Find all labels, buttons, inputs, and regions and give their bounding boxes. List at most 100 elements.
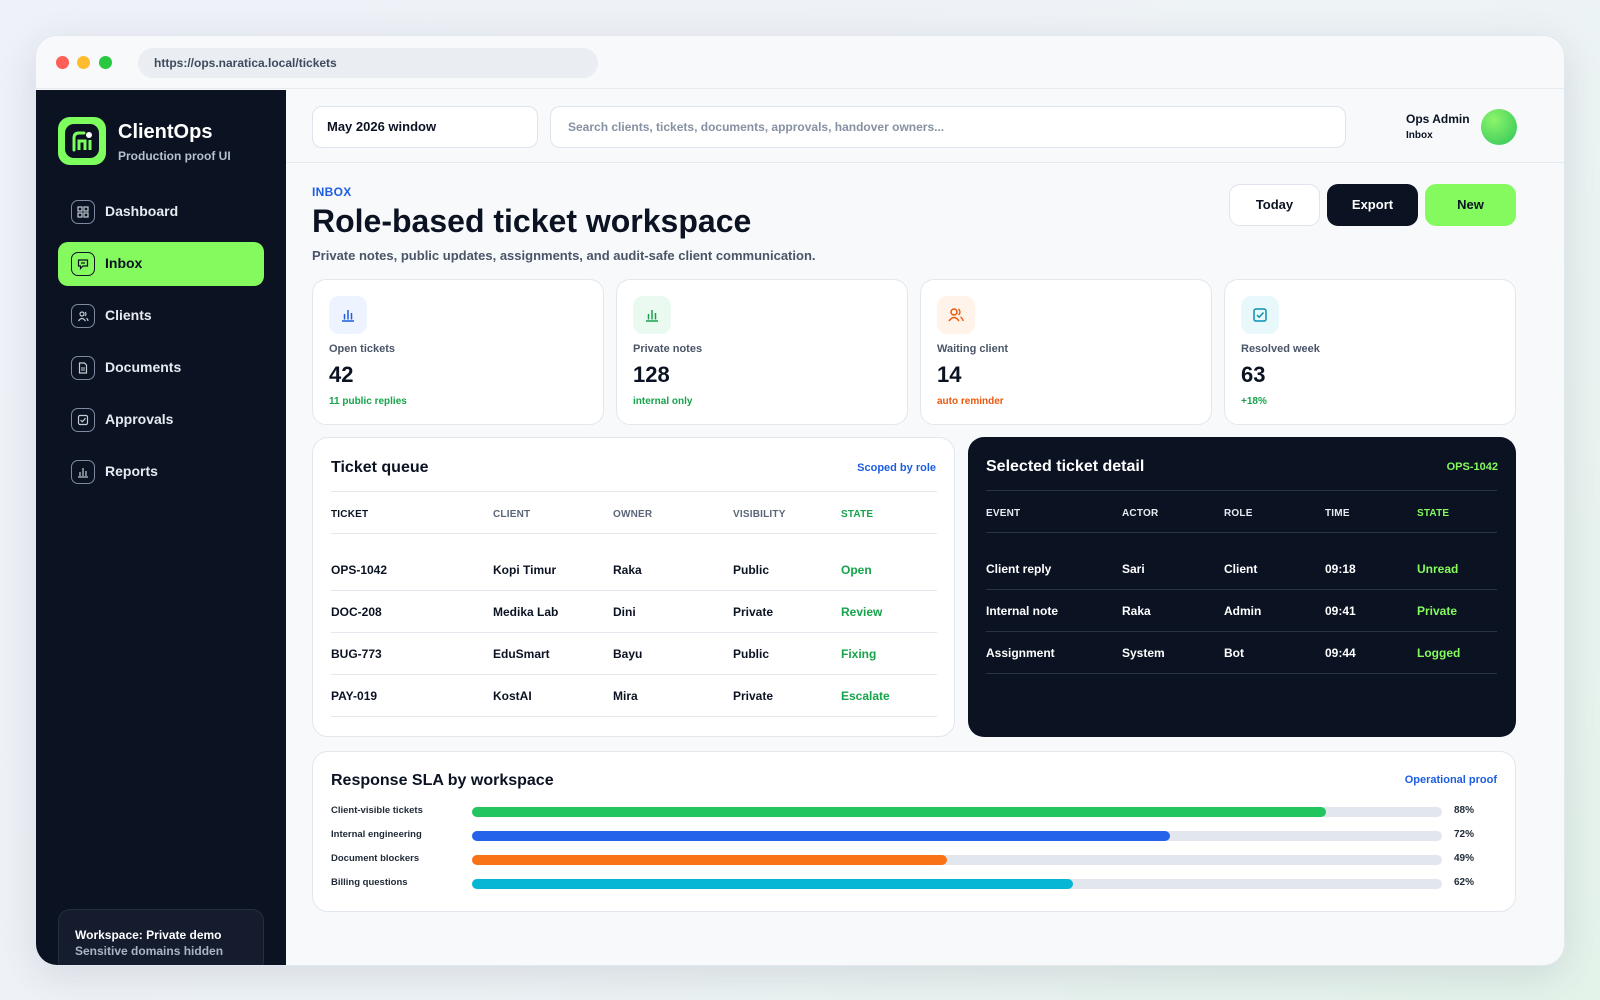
sla-progress-fill (472, 879, 1074, 889)
stat-label: Resolved week (1241, 343, 1320, 355)
sidebar-item-label: Dashboard (105, 203, 179, 219)
event-state: Logged (1417, 646, 1461, 660)
column-header[interactable]: OWNER (613, 509, 653, 520)
sla-row: Client-visible tickets 88% (331, 802, 1501, 822)
sidebar-item-label: Documents (105, 359, 182, 375)
panel-title: Selected ticket detail (986, 458, 1145, 475)
sidebar-item-label: Approvals (105, 411, 174, 427)
table-row[interactable]: DOC-208 Medika Lab Dini Private Review (331, 591, 937, 633)
document-icon (71, 356, 95, 380)
date-window-select[interactable]: May 2026 window (312, 106, 538, 148)
sidebar-item-reports[interactable]: Reports (58, 450, 264, 494)
bar-chart-icon (71, 460, 95, 484)
avatar[interactable] (1481, 109, 1517, 145)
brand-subtitle: Production proof UI (118, 149, 231, 163)
search-input[interactable] (550, 106, 1346, 148)
bar-chart-icon (329, 296, 367, 334)
bar-chart-icon (633, 296, 671, 334)
sla-progress-track (472, 807, 1442, 817)
operational-proof-link[interactable]: Operational proof (1404, 774, 1497, 786)
sidebar: ClientOps Production proof UI Dashboard … (36, 90, 286, 965)
dashboard-icon (71, 200, 95, 224)
table-row[interactable]: Client reply Sari Client 09:18 Unread (986, 548, 1497, 590)
column-header[interactable]: ACTOR (1122, 508, 1159, 519)
event-role: Admin (1224, 604, 1262, 618)
stat-note: +18% (1241, 396, 1267, 407)
stat-note: 11 public replies (329, 396, 407, 407)
sla-progress-track (472, 831, 1442, 841)
sla-row: Document blockers 49% (331, 850, 1501, 870)
sla-row: Internal engineering 72% (331, 826, 1501, 846)
sla-progress-track (472, 879, 1442, 889)
sidebar-item-label: Clients (105, 307, 152, 323)
sidebar-item-approvals[interactable]: Approvals (58, 398, 264, 442)
event-actor: System (1122, 646, 1165, 660)
close-window-button[interactable] (56, 56, 69, 69)
event-time: 09:41 (1325, 604, 1356, 618)
column-header[interactable]: VISIBILITY (733, 509, 786, 520)
event-state: Private (1417, 604, 1458, 618)
column-header[interactable]: ROLE (1224, 508, 1253, 519)
sidebar-item-inbox[interactable]: Inbox (58, 242, 264, 286)
page-subtitle: Private notes, public updates, assignmen… (312, 248, 816, 263)
column-header[interactable]: EVENT (986, 508, 1021, 519)
stat-note: internal only (633, 396, 693, 407)
browser-window: https://ops.naratica.local/tickets Clien… (35, 35, 1565, 966)
sla-percent: 88% (1454, 805, 1475, 816)
sidebar-item-dashboard[interactable]: Dashboard (58, 190, 264, 234)
minimize-window-button[interactable] (77, 56, 90, 69)
table-row[interactable]: Internal note Raka Admin 09:41 Private (986, 590, 1497, 632)
sla-label: Internal engineering (331, 829, 422, 840)
home-icon (72, 131, 92, 152)
ticket-visibility: Private (733, 605, 774, 619)
sla-progress-fill (472, 831, 1171, 841)
stat-value: 42 (329, 362, 354, 387)
event-time: 09:18 (1325, 562, 1356, 576)
sidebar-item-documents[interactable]: Documents (58, 346, 264, 390)
ticket-visibility: Public (733, 647, 770, 661)
ticket-id: BUG-773 (331, 647, 382, 661)
maximize-window-button[interactable] (99, 56, 112, 69)
ticket-owner: Bayu (613, 647, 643, 661)
workspace-title: Workspace: Private demo (75, 928, 222, 942)
table-row[interactable]: OPS-1042 Kopi Timur Raka Public Open (331, 549, 937, 591)
workspace-indicator[interactable]: Workspace: Private demo Sensitive domain… (58, 909, 264, 965)
stat-label: Private notes (633, 343, 703, 355)
stat-value: 14 (937, 362, 962, 387)
sidebar-item-label: Inbox (105, 255, 143, 271)
export-button[interactable]: Export (1327, 184, 1418, 226)
ticket-id: DOC-208 (331, 605, 382, 619)
workspace-subtitle: Sensitive domains hidden (75, 944, 224, 958)
sla-percent: 49% (1454, 853, 1475, 864)
ticket-owner: Raka (613, 563, 642, 577)
table-row[interactable]: BUG-773 EduSmart Bayu Public Fixing (331, 633, 937, 675)
column-header[interactable]: TICKET (331, 509, 369, 520)
ticket-visibility: Public (733, 563, 770, 577)
sla-progress-fill (472, 807, 1326, 817)
panel-title: Ticket queue (331, 459, 429, 476)
column-header[interactable]: STATE (841, 509, 874, 520)
event-role: Client (1224, 562, 1258, 576)
column-header[interactable]: STATE (1417, 508, 1450, 519)
scope-link[interactable]: Scoped by role (857, 462, 936, 474)
ticket-owner: Dini (613, 605, 636, 619)
stat-value: 128 (633, 362, 670, 387)
address-bar[interactable]: https://ops.naratica.local/tickets (138, 48, 598, 78)
stat-card-resolved-week: Resolved week 63 +18% (1224, 279, 1516, 425)
sla-row: Billing questions 62% (331, 874, 1501, 894)
event-name: Assignment (986, 646, 1055, 660)
ticket-client: KostAI (493, 689, 532, 703)
new-button[interactable]: New (1425, 184, 1516, 226)
ticket-state: Fixing (841, 647, 877, 661)
column-header[interactable]: CLIENT (493, 509, 531, 520)
panel-title: Response SLA by workspace (331, 772, 554, 789)
ticket-client: EduSmart (493, 647, 550, 661)
brand-name: ClientOps (118, 121, 213, 143)
sla-label: Billing questions (331, 877, 408, 888)
today-button[interactable]: Today (1229, 184, 1320, 226)
sla-percent: 62% (1454, 877, 1475, 888)
column-header[interactable]: TIME (1325, 508, 1350, 519)
sidebar-item-clients[interactable]: Clients (58, 294, 264, 338)
table-row[interactable]: PAY-019 KostAI Mira Private Escalate (331, 675, 937, 717)
table-row[interactable]: Assignment System Bot 09:44 Logged (986, 632, 1497, 674)
